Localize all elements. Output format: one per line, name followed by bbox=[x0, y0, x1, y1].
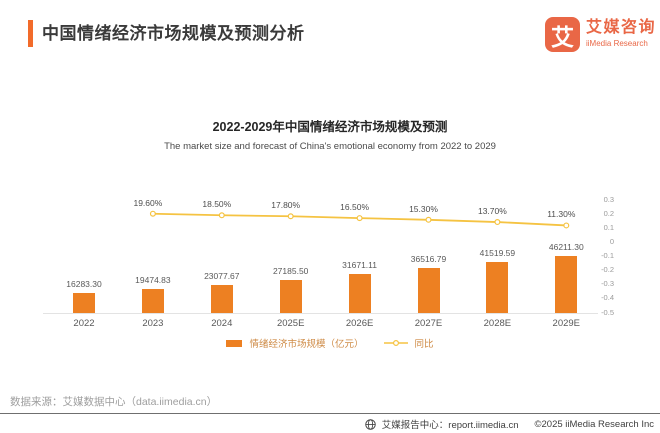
footer: 艾媒报告中心：report.iimedia.cn ©2025 iiMedia R… bbox=[365, 417, 654, 431]
market-size-bar bbox=[348, 274, 371, 313]
bar-value-label: 31671.11 bbox=[342, 260, 377, 271]
right-axis-tick-label: 0 bbox=[609, 236, 614, 246]
x-axis-label: 2025E bbox=[276, 318, 305, 329]
logo-name-en: iiMedia Research bbox=[586, 39, 648, 48]
line-marker bbox=[149, 210, 156, 217]
line-marker bbox=[494, 219, 501, 226]
bar-value-label: 16283.30 bbox=[66, 279, 102, 289]
growth-rate-label: 15.30% bbox=[409, 203, 438, 214]
x-axis-label: 2029E bbox=[552, 318, 581, 329]
right-axis-tick-label: -0.5 bbox=[601, 307, 614, 317]
right-axis-tick-label: 0.2 bbox=[603, 208, 614, 218]
right-axis-tick-label: -0.4 bbox=[601, 293, 614, 303]
logo-glyph: 艾 bbox=[551, 23, 574, 50]
footer-report-center: 艾媒报告中心：report.iimedia.cn bbox=[381, 420, 519, 431]
chart-title: 2022-2029年中国情绪经济市场规模及预测 bbox=[212, 120, 448, 134]
growth-rate-label: 18.50% bbox=[202, 199, 232, 210]
growth-rate-label: 19.60% bbox=[133, 197, 163, 208]
title-accent-bar bbox=[28, 20, 33, 47]
growth-rate-label: 16.50% bbox=[340, 202, 370, 213]
bar-value-label: 27185.50 bbox=[272, 265, 309, 276]
x-axis-label: 2023 bbox=[142, 318, 164, 329]
chart-subtitle: The market size and forecast of China's … bbox=[164, 141, 496, 152]
logo-icon: 艾 bbox=[545, 17, 580, 52]
page-title: 中国情绪经济市场规模及预测分析 bbox=[42, 24, 305, 43]
market-size-bar bbox=[417, 268, 440, 313]
market-size-bar bbox=[141, 289, 164, 313]
x-axis-label: 2022 bbox=[73, 318, 95, 329]
bar-value-label: 41519.59 bbox=[479, 248, 516, 258]
logo-name-cn: 艾媒咨询 bbox=[586, 19, 657, 36]
footer-divider bbox=[0, 413, 660, 414]
market-size-bar bbox=[555, 256, 578, 313]
right-axis-tick-label: -0.2 bbox=[601, 265, 614, 275]
iimedia-logo: 艾 艾媒咨询 iiMedia Research bbox=[545, 17, 656, 52]
right-axis-tick-label: -0.3 bbox=[601, 279, 614, 289]
growth-line bbox=[152, 212, 567, 227]
x-axis-label: 2024 bbox=[211, 318, 233, 329]
market-size-bar bbox=[210, 284, 233, 313]
right-axis-tick-label: -0.1 bbox=[601, 251, 614, 260]
line-marker bbox=[563, 222, 570, 229]
bar-value-label: 19474.83 bbox=[135, 275, 171, 286]
line-marker bbox=[287, 213, 294, 220]
line-marker bbox=[218, 212, 225, 219]
legend: 情绪经济市场规模（亿元） 同比 bbox=[0, 336, 660, 350]
bar-value-label: 23077.67 bbox=[204, 270, 240, 281]
x-axis-line bbox=[43, 313, 598, 314]
market-size-bar bbox=[73, 293, 95, 313]
right-axis-tick-label: 0.1 bbox=[603, 222, 614, 232]
line-marker bbox=[425, 216, 432, 223]
line-legend-swatch bbox=[383, 339, 408, 347]
data-source: 数据来源：艾媒数据中心（data.iimedia.cn） bbox=[10, 396, 218, 408]
growth-rate-label: 13.70% bbox=[477, 206, 507, 217]
bar-legend-label: 情绪经济市场规模（亿元） bbox=[249, 339, 364, 350]
growth-rate-label: 11.30% bbox=[547, 209, 576, 220]
growth-rate-label: 17.80% bbox=[271, 200, 301, 211]
bar-value-label: 36516.79 bbox=[410, 254, 447, 265]
x-axis-label: 2026E bbox=[345, 318, 374, 329]
bar-legend-swatch bbox=[226, 339, 243, 347]
market-size-bar bbox=[486, 262, 509, 313]
right-axis-tick-label: 0.3 bbox=[603, 194, 614, 204]
x-axis-label: 2028E bbox=[483, 318, 512, 329]
line-marker bbox=[356, 215, 363, 222]
globe-icon bbox=[365, 418, 376, 430]
market-size-bar bbox=[279, 279, 302, 313]
bar-value-label: 46211.30 bbox=[548, 242, 584, 253]
x-axis-label: 2027E bbox=[414, 318, 443, 329]
line-legend-label: 同比 bbox=[414, 339, 434, 350]
footer-copyright: ©2025 iiMedia Research Inc bbox=[534, 418, 654, 430]
